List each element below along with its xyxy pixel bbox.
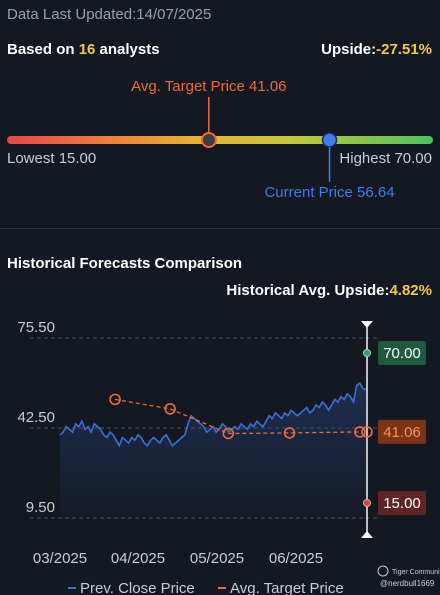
section-divider xyxy=(0,228,440,229)
avg-target-point xyxy=(164,403,176,415)
x-tick-label: 03/2025 xyxy=(33,550,87,567)
upside-value: -27.51% xyxy=(376,41,432,58)
updated-label: Data Last Updated: xyxy=(7,6,137,23)
watermark-user: @nerdbull1669 xyxy=(380,579,435,588)
lowest-label: Lowest 15.00 xyxy=(7,150,96,167)
data-last-updated: Data Last Updated:14/07/2025 xyxy=(7,6,211,23)
upside-label: Upside: xyxy=(321,41,377,58)
x-tick-label: 04/2025 xyxy=(111,550,165,567)
y-tick-label: 75.50 xyxy=(17,319,55,336)
historical-avg-upside: Historical Avg. Upside:4.82% xyxy=(226,282,432,299)
avg-target-title: Avg. Target Price xyxy=(131,78,245,95)
avg-target-point xyxy=(354,426,366,438)
avg-target-marker xyxy=(200,132,217,148)
price-target-range: Avg. Target Price 41.06 Lowest 15.00 Hig… xyxy=(7,78,433,200)
avg-target-value: 41.06 xyxy=(249,78,287,95)
avg-price-badge: 41.06 xyxy=(383,424,421,441)
low-price-badge-bg xyxy=(378,491,426,515)
historical-forecasts-title: Historical Forecasts Comparison xyxy=(7,255,243,272)
y-tick-label: 42.50 xyxy=(17,409,55,426)
avg-dot xyxy=(361,426,373,438)
low-dot xyxy=(363,499,371,507)
current-price-marker xyxy=(321,132,338,148)
current-price-label: Current Price 56.64 xyxy=(264,184,394,200)
range-bottom-arrow xyxy=(361,531,373,538)
low-price-badge: 15.00 xyxy=(383,495,421,512)
high-price-badge: 70.00 xyxy=(383,345,421,362)
analyst-count: 16 xyxy=(78,41,96,58)
legend-target-label: Avg. Target Price xyxy=(230,580,344,595)
avg-price-badge-bg xyxy=(378,419,426,444)
x-tick-label: 06/2025 xyxy=(269,550,323,567)
historical-upside-value: 4.82% xyxy=(389,282,432,299)
range-bar xyxy=(7,136,433,144)
prev-close-price-line xyxy=(59,381,367,448)
highest-label: Highest 70.00 xyxy=(339,150,432,167)
range-top-arrow xyxy=(361,321,373,328)
x-tick-label: 05/2025 xyxy=(190,550,244,567)
high-price-badge-bg xyxy=(378,341,426,365)
analyst-count-text: Based on 16 analysts xyxy=(7,41,160,58)
upside-summary: Upside:-27.51% xyxy=(321,41,432,58)
avg-target-point xyxy=(222,427,235,440)
legend-price-label: Prev. Close Price xyxy=(80,580,195,595)
avg-target-line xyxy=(114,398,360,435)
tiger-logo-icon xyxy=(377,565,389,577)
updated-date: 14/07/2025 xyxy=(136,6,212,23)
avg-target-point xyxy=(109,393,121,406)
historical-forecast-chart: 75.50 42.50 9.50 03/2025 04/2025 05/2025 06/2… xyxy=(17,319,440,595)
watermark-brand: Tiger Community xyxy=(392,569,440,576)
high-dot xyxy=(363,349,371,357)
historical-upside-label: Historical Avg. Upside: xyxy=(226,282,390,299)
y-tick-label: 9.50 xyxy=(26,499,55,516)
based-prefix: Based on xyxy=(7,41,79,58)
based-suffix: analysts xyxy=(95,41,160,58)
avg-target-label: Avg. Target Price 41.06 xyxy=(131,78,286,95)
avg-target-point xyxy=(283,427,296,439)
price-area-fill xyxy=(60,383,366,518)
